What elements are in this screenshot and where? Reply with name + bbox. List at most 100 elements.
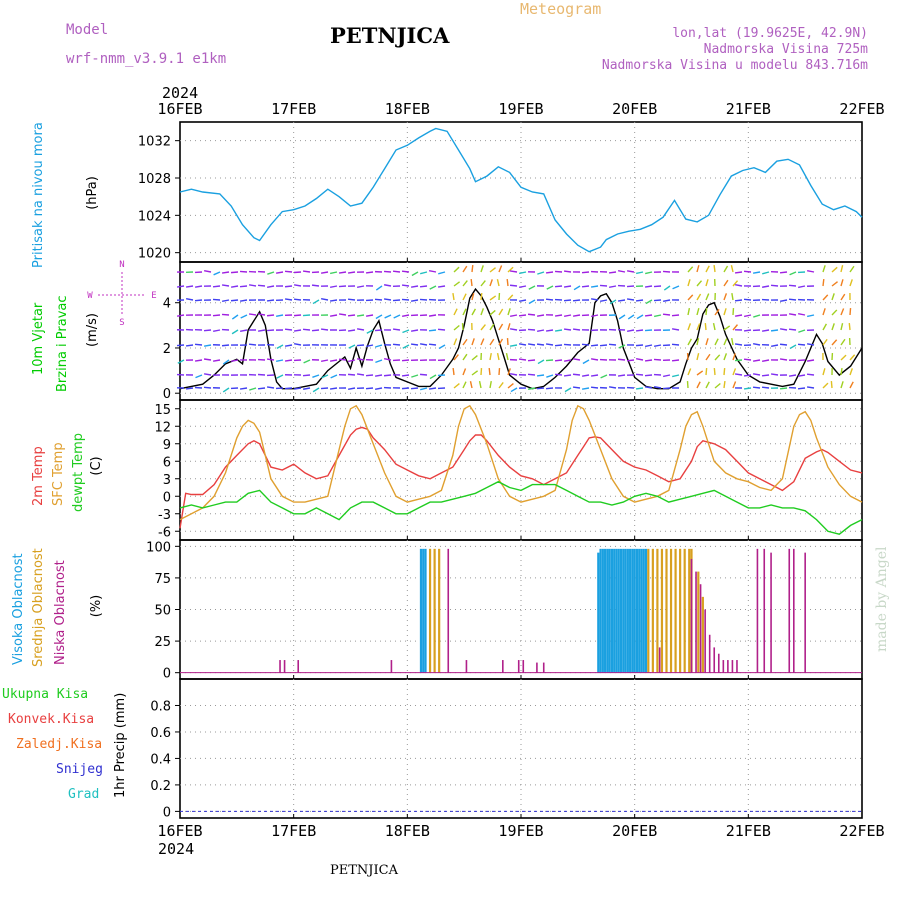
wind-barb <box>518 314 527 317</box>
wind-barb <box>572 386 581 389</box>
wind-barb <box>203 270 212 273</box>
wind-barb <box>419 298 428 301</box>
cloud-bar <box>617 548 620 673</box>
wind-barb <box>527 373 536 376</box>
wind-barb <box>471 293 475 301</box>
wind-barb <box>635 358 644 361</box>
wind-barb <box>311 284 320 287</box>
wind-barb <box>222 359 230 365</box>
wind-barb <box>401 387 410 390</box>
wind-barb <box>546 285 554 290</box>
cloud-bar <box>517 660 520 673</box>
wind-barb <box>509 314 518 318</box>
location-title: PETNJICA <box>330 23 450 48</box>
cloud-bar <box>756 548 759 673</box>
wind-barb <box>471 355 478 361</box>
y-tick-label: 0 <box>163 805 171 820</box>
wind-barb <box>770 329 779 332</box>
wind-barb <box>822 265 826 273</box>
wind-barb <box>284 270 293 273</box>
wind-barb <box>705 279 709 287</box>
wind-barb <box>572 358 581 361</box>
wind-barb <box>572 328 581 331</box>
wind-barb <box>489 309 496 316</box>
compass-e: E <box>151 291 156 301</box>
wind-barb <box>635 329 644 332</box>
wind-barb <box>453 281 461 287</box>
meteogram-title: Meteogram <box>520 0 601 18</box>
wind-barb <box>713 264 716 273</box>
wind-barb <box>687 338 692 346</box>
wind-barb <box>590 314 599 318</box>
wind-barb <box>293 284 302 287</box>
wind-barb <box>365 374 374 377</box>
cloud-bar <box>660 548 664 673</box>
wind-series-line <box>179 287 863 390</box>
wind-barb <box>498 265 503 273</box>
wind-barb <box>453 266 460 273</box>
y-tick-label: 0.4 <box>150 752 171 767</box>
wind-barb <box>266 358 275 361</box>
wind-barb <box>284 285 293 288</box>
wind-barb <box>644 359 653 362</box>
wind-barb <box>822 323 828 331</box>
wind-barb <box>731 292 734 301</box>
wind-barb <box>375 359 383 364</box>
cloud-unit: (%) <box>89 595 104 618</box>
wind-barb <box>848 322 851 331</box>
cloud-bar <box>701 596 704 673</box>
wind-barb <box>734 343 743 346</box>
time-tick-label: 20FEB <box>612 100 657 118</box>
pressure-panel: 1020 1024 1028 1032 <box>138 121 863 263</box>
wind-barb <box>401 284 410 287</box>
wind-barb <box>239 387 248 390</box>
wind-barb <box>230 271 239 274</box>
wind-barb <box>753 314 761 318</box>
wind-barb <box>822 338 828 346</box>
wind-barb <box>365 344 374 348</box>
wind-barb <box>194 343 203 346</box>
wind-barb <box>645 344 653 348</box>
wind-barb <box>329 299 338 302</box>
wind-barb <box>626 285 635 288</box>
wind-barb <box>752 359 761 362</box>
temp-unit: (C) <box>89 456 104 475</box>
wind-barb <box>365 387 374 390</box>
cloud-bar <box>717 653 720 673</box>
cloud-bar <box>624 548 627 673</box>
precip-label-5: Grad <box>68 787 99 802</box>
wind-barb <box>329 387 338 390</box>
wind-barb <box>734 314 743 317</box>
y-tick-label: 12 <box>154 420 171 435</box>
wind-barb <box>507 308 511 316</box>
wind-barb <box>320 359 329 363</box>
cloud-bar <box>522 660 525 673</box>
y-tick-label: 4 <box>163 297 171 312</box>
cloud-bar <box>613 548 616 673</box>
wind-barb <box>617 299 626 302</box>
wind-barb <box>831 281 838 287</box>
y-tick-label: 0.8 <box>150 699 171 714</box>
cloud-bar <box>597 552 600 673</box>
wind-barb <box>752 373 761 376</box>
y-tick-label: 0 <box>163 667 171 682</box>
wind-barb <box>770 373 779 376</box>
wind-barb <box>329 359 338 362</box>
wind-barb <box>347 329 356 332</box>
wind-barb <box>761 285 770 288</box>
wind-barb <box>374 329 383 332</box>
wind-barb <box>383 284 392 287</box>
cloud-bar <box>428 548 432 673</box>
wind-barb <box>203 329 212 332</box>
compass-n: N <box>119 260 124 270</box>
wind-barb <box>536 374 545 377</box>
wind-barb <box>185 387 194 390</box>
wind-barb <box>471 264 474 273</box>
wind-barb <box>402 344 410 349</box>
wind-barb <box>392 299 401 302</box>
wind-barb <box>723 265 729 273</box>
wind-barb <box>687 323 692 331</box>
wind-barb <box>732 353 736 361</box>
wind-barb <box>840 367 843 376</box>
wind-barb <box>471 370 479 376</box>
